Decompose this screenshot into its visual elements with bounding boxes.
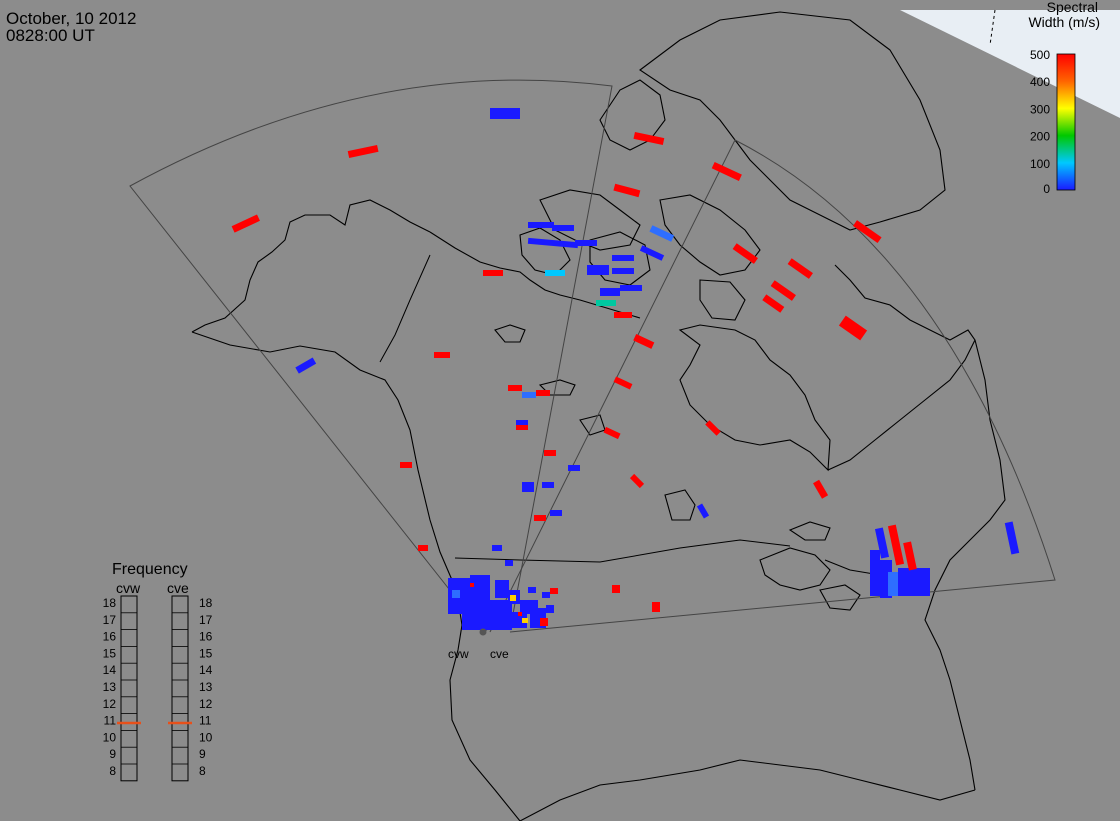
colorbar-tick-label: 100 xyxy=(1030,157,1050,171)
colorbar-tick-label: 300 xyxy=(1030,102,1050,116)
colorbar-tick-label: 200 xyxy=(1030,130,1050,144)
frequency-scale-box xyxy=(120,595,138,782)
frequency-tick-label: 9 xyxy=(109,747,116,761)
frequency-tick-label: 18 xyxy=(103,596,117,610)
frequency-title: Frequency xyxy=(112,561,188,578)
frequency-tick-label: 15 xyxy=(199,646,213,660)
frequency-tick-label: 16 xyxy=(199,630,213,644)
frequency-tick-label: 10 xyxy=(199,730,213,744)
frequency-tick-label: 8 xyxy=(109,764,116,778)
frequency-tick-label: 14 xyxy=(199,663,213,677)
frequency-panel: Frequency cvw cve 18 17 16 15 14 13 12 11 10 9 8 18… xyxy=(103,561,213,782)
frequency-tick-label: 10 xyxy=(103,730,117,744)
freq-radar-label-cve: cve xyxy=(167,580,189,596)
freq-radar-label-cvw: cvw xyxy=(116,580,141,596)
frequency-tick-label: 17 xyxy=(199,613,213,627)
frequency-tick-label: 9 xyxy=(199,747,206,761)
radar-echoes xyxy=(231,108,1020,630)
colorbar-title-line1: Spectral xyxy=(1047,0,1098,15)
colorbar-tick-label: 0 xyxy=(1043,182,1050,196)
colorbar-tick-label: 500 xyxy=(1030,48,1050,62)
frequency-tick-label: 16 xyxy=(103,630,117,644)
colorbar-gradient xyxy=(1056,53,1076,191)
colorbar-tick-label: 400 xyxy=(1030,75,1050,89)
frequency-scale-box xyxy=(171,595,189,782)
header-date: October, 10 2012 xyxy=(6,9,136,28)
frequency-tick-label: 18 xyxy=(199,596,213,610)
radar-label-cvw: cvw xyxy=(448,647,469,661)
colorbar-title-line2: Width (m/s) xyxy=(1028,14,1100,30)
spectral-width-colorbar: Spectral Width (m/s) 500 400 300 200 100 0 xyxy=(1028,0,1100,196)
frequency-tick-label: 11 xyxy=(104,714,117,728)
radar-site-marker xyxy=(479,628,487,636)
frequency-tick-label: 13 xyxy=(103,680,117,694)
radar-label-cve: cve xyxy=(490,647,509,661)
header-time: 0828:00 UT xyxy=(6,26,95,45)
frequency-tick-label: 15 xyxy=(103,646,117,660)
frequency-tick-label: 8 xyxy=(199,764,206,778)
frequency-tick-label: 14 xyxy=(103,663,117,677)
frequency-tick-label: 13 xyxy=(199,680,213,694)
frequency-tick-label: 12 xyxy=(199,697,213,711)
frequency-tick-label: 17 xyxy=(103,613,117,627)
frequency-tick-label: 11 xyxy=(199,714,212,728)
frequency-tick-label: 12 xyxy=(103,697,117,711)
